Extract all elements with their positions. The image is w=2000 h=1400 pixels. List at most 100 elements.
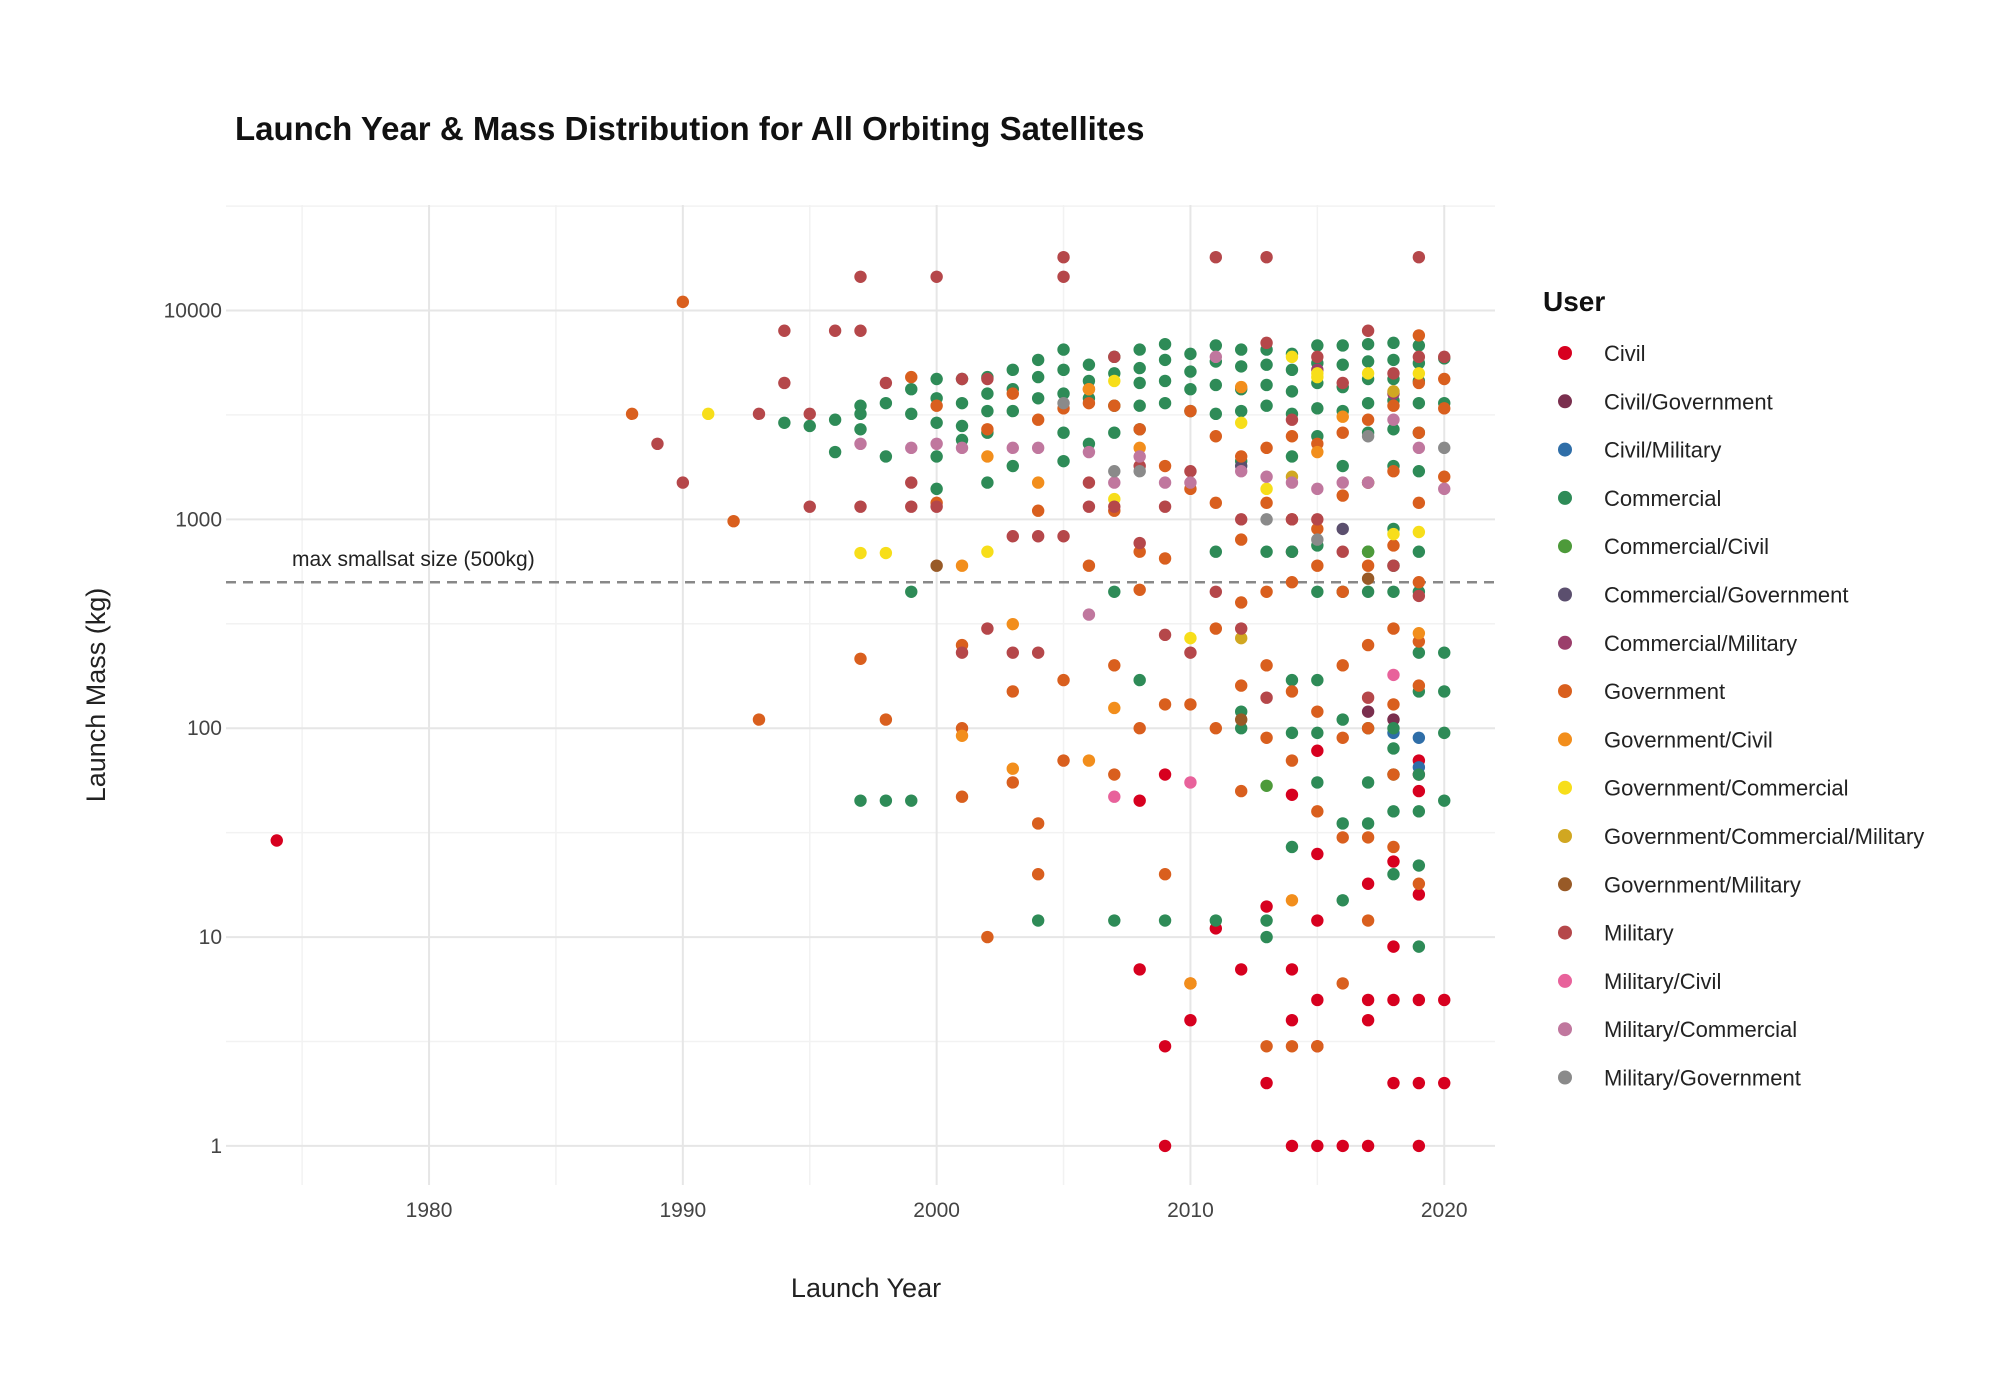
data-point xyxy=(1235,450,1248,463)
data-point xyxy=(752,407,766,421)
data-point xyxy=(955,372,969,386)
data-point xyxy=(1184,465,1197,478)
data-point xyxy=(1260,336,1273,350)
data-point xyxy=(1387,940,1400,953)
data-point xyxy=(778,416,791,429)
data-point xyxy=(930,399,943,412)
data-point xyxy=(1158,459,1172,473)
data-point xyxy=(1387,698,1400,711)
data-point xyxy=(930,482,943,496)
data-point xyxy=(1006,441,1019,455)
data-point xyxy=(1184,631,1197,645)
data-point xyxy=(879,794,893,807)
data-point xyxy=(1311,705,1324,718)
data-point xyxy=(1387,1076,1400,1090)
data-point xyxy=(1412,1076,1426,1090)
data-point xyxy=(1387,768,1400,781)
data-point xyxy=(1438,993,1451,1007)
series-military xyxy=(651,250,1451,704)
data-point xyxy=(1108,476,1121,489)
data-point xyxy=(1184,776,1197,789)
data-point xyxy=(1311,559,1324,572)
data-point xyxy=(1031,914,1045,927)
series-military-civil xyxy=(1108,668,1400,803)
series-government xyxy=(625,295,1451,1053)
data-point xyxy=(1133,441,1146,455)
data-point xyxy=(1361,914,1375,927)
data-point xyxy=(1184,1013,1197,1027)
data-point xyxy=(1260,545,1273,558)
data-point xyxy=(1412,441,1426,455)
legend-label: Government/Military xyxy=(1604,872,1801,897)
data-point xyxy=(828,445,842,459)
data-point xyxy=(1133,536,1146,550)
data-point xyxy=(1412,339,1426,352)
data-point xyxy=(1108,790,1121,803)
data-point xyxy=(905,441,918,455)
data-point xyxy=(778,376,791,390)
data-point xyxy=(1108,914,1121,927)
data-point xyxy=(1412,877,1426,890)
data-point xyxy=(1361,877,1375,890)
data-point xyxy=(1158,914,1172,927)
x-tick-label: 1990 xyxy=(659,1199,706,1222)
legend-item: Government/Military xyxy=(1558,872,1801,897)
data-point xyxy=(1361,585,1375,598)
data-point xyxy=(1311,1040,1324,1053)
data-point xyxy=(1031,353,1045,367)
data-point xyxy=(1209,250,1223,264)
data-point xyxy=(1133,450,1146,463)
data-point xyxy=(651,437,664,451)
legend-label: Military/Commercial xyxy=(1604,1017,1797,1042)
data-point xyxy=(1006,404,1019,418)
data-point xyxy=(1311,482,1324,496)
y-tick-label: 10000 xyxy=(164,300,222,323)
data-point xyxy=(1387,336,1400,350)
data-point xyxy=(1438,482,1451,496)
data-point xyxy=(1184,404,1197,418)
data-point xyxy=(1387,399,1400,412)
data-point xyxy=(981,622,994,635)
legend-label: Government/Commercial/Military xyxy=(1604,824,1924,849)
legend-item: Commercial/Government xyxy=(1558,583,1849,608)
data-point xyxy=(1387,867,1400,881)
legend-item: Military xyxy=(1558,921,1674,946)
data-point xyxy=(1336,731,1349,744)
data-point xyxy=(1260,585,1273,598)
data-point xyxy=(1285,430,1299,443)
data-point xyxy=(1108,426,1121,439)
data-point xyxy=(1438,402,1451,415)
data-point xyxy=(1158,337,1172,351)
data-point xyxy=(625,407,639,421)
data-point xyxy=(1387,527,1400,541)
data-point xyxy=(1311,339,1324,352)
data-point xyxy=(1336,831,1349,844)
data-point xyxy=(1412,1139,1426,1153)
data-point xyxy=(1006,646,1019,659)
data-point xyxy=(1412,426,1426,439)
data-point xyxy=(1209,407,1223,421)
x-tick-label: 2000 xyxy=(913,1199,960,1222)
data-point xyxy=(1387,423,1400,436)
data-point xyxy=(981,387,994,400)
data-point xyxy=(1158,1139,1172,1153)
data-point xyxy=(1006,617,1019,631)
data-point xyxy=(1311,776,1324,789)
data-point xyxy=(1235,533,1248,546)
data-point xyxy=(1412,768,1426,781)
reference-line-group: max smallsat size (500kg) xyxy=(226,548,1495,584)
legend-label: Commercial xyxy=(1604,486,1721,511)
data-point xyxy=(854,270,867,284)
legend-item: Government xyxy=(1558,679,1725,704)
data-point xyxy=(1412,496,1426,510)
data-point xyxy=(1184,476,1197,489)
data-point xyxy=(1260,779,1273,793)
data-point xyxy=(1082,396,1096,410)
data-point xyxy=(1235,713,1248,726)
legend-swatch xyxy=(1558,829,1572,843)
data-point xyxy=(1006,762,1019,775)
data-point xyxy=(879,450,893,463)
data-point xyxy=(1361,413,1375,426)
data-point xyxy=(879,376,893,390)
